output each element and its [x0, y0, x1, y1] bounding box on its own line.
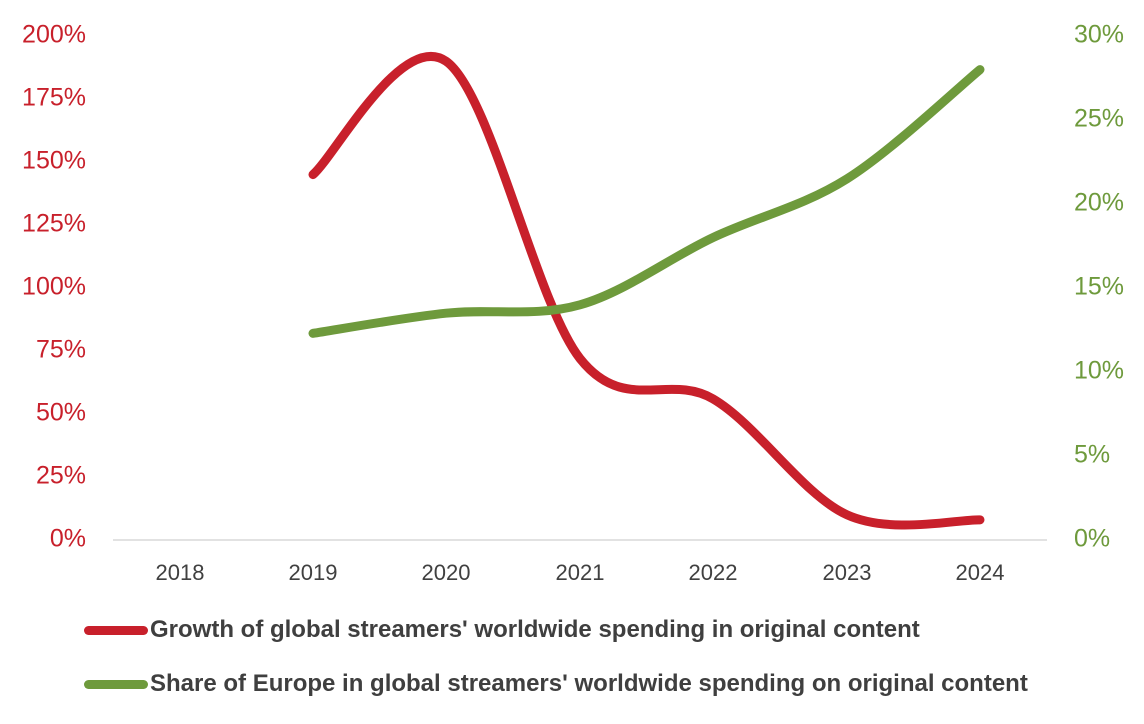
right-tick-label: 30%	[1074, 21, 1124, 49]
right-tick-label: 5%	[1074, 441, 1110, 469]
series-line-share	[308, 65, 985, 338]
right-axis-ticks: 0% 5% 10% 15% 20% 25% 30%	[1074, 21, 1124, 553]
legend-swatch-growth	[84, 625, 148, 635]
left-tick-label: 100%	[22, 273, 86, 301]
x-axis-ticks: 2018 2019 2020 2021 2022 2023 2024	[156, 560, 1005, 585]
left-tick-label: 200%	[22, 21, 86, 49]
right-tick-label: 10%	[1074, 357, 1124, 385]
legend-item-share: Share of Europe in global streamers' wor…	[84, 670, 1028, 698]
left-tick-label: 125%	[22, 210, 86, 238]
legend-item-growth: Growth of global streamers' worldwide sp…	[84, 616, 920, 644]
series-lines	[308, 52, 985, 530]
x-tick-label: 2023	[823, 560, 872, 585]
x-tick-label: 2024	[956, 560, 1005, 585]
right-tick-label: 0%	[1074, 525, 1110, 553]
legend-label-share: Share of Europe in global streamers' wor…	[150, 670, 1028, 697]
left-tick-label: 175%	[22, 84, 86, 112]
right-tick-label: 15%	[1074, 273, 1124, 301]
left-tick-label: 150%	[22, 147, 86, 175]
left-tick-label: 0%	[50, 525, 86, 553]
legend-label-growth: Growth of global streamers' worldwide sp…	[150, 616, 920, 643]
x-tick-label: 2019	[289, 560, 338, 585]
right-tick-label: 20%	[1074, 189, 1124, 217]
left-tick-label: 25%	[36, 462, 86, 490]
x-tick-label: 2022	[689, 560, 738, 585]
x-tick-label: 2018	[156, 560, 205, 585]
series-line-growth	[308, 52, 985, 530]
left-axis-ticks: 0% 25% 50% 75% 100% 125% 150% 175% 200%	[22, 21, 86, 553]
x-tick-label: 2021	[556, 560, 605, 585]
legend-swatch-share	[84, 679, 148, 689]
x-tick-label: 2020	[422, 560, 471, 585]
left-tick-label: 75%	[36, 336, 86, 364]
left-tick-label: 50%	[36, 399, 86, 427]
right-tick-label: 25%	[1074, 105, 1124, 133]
